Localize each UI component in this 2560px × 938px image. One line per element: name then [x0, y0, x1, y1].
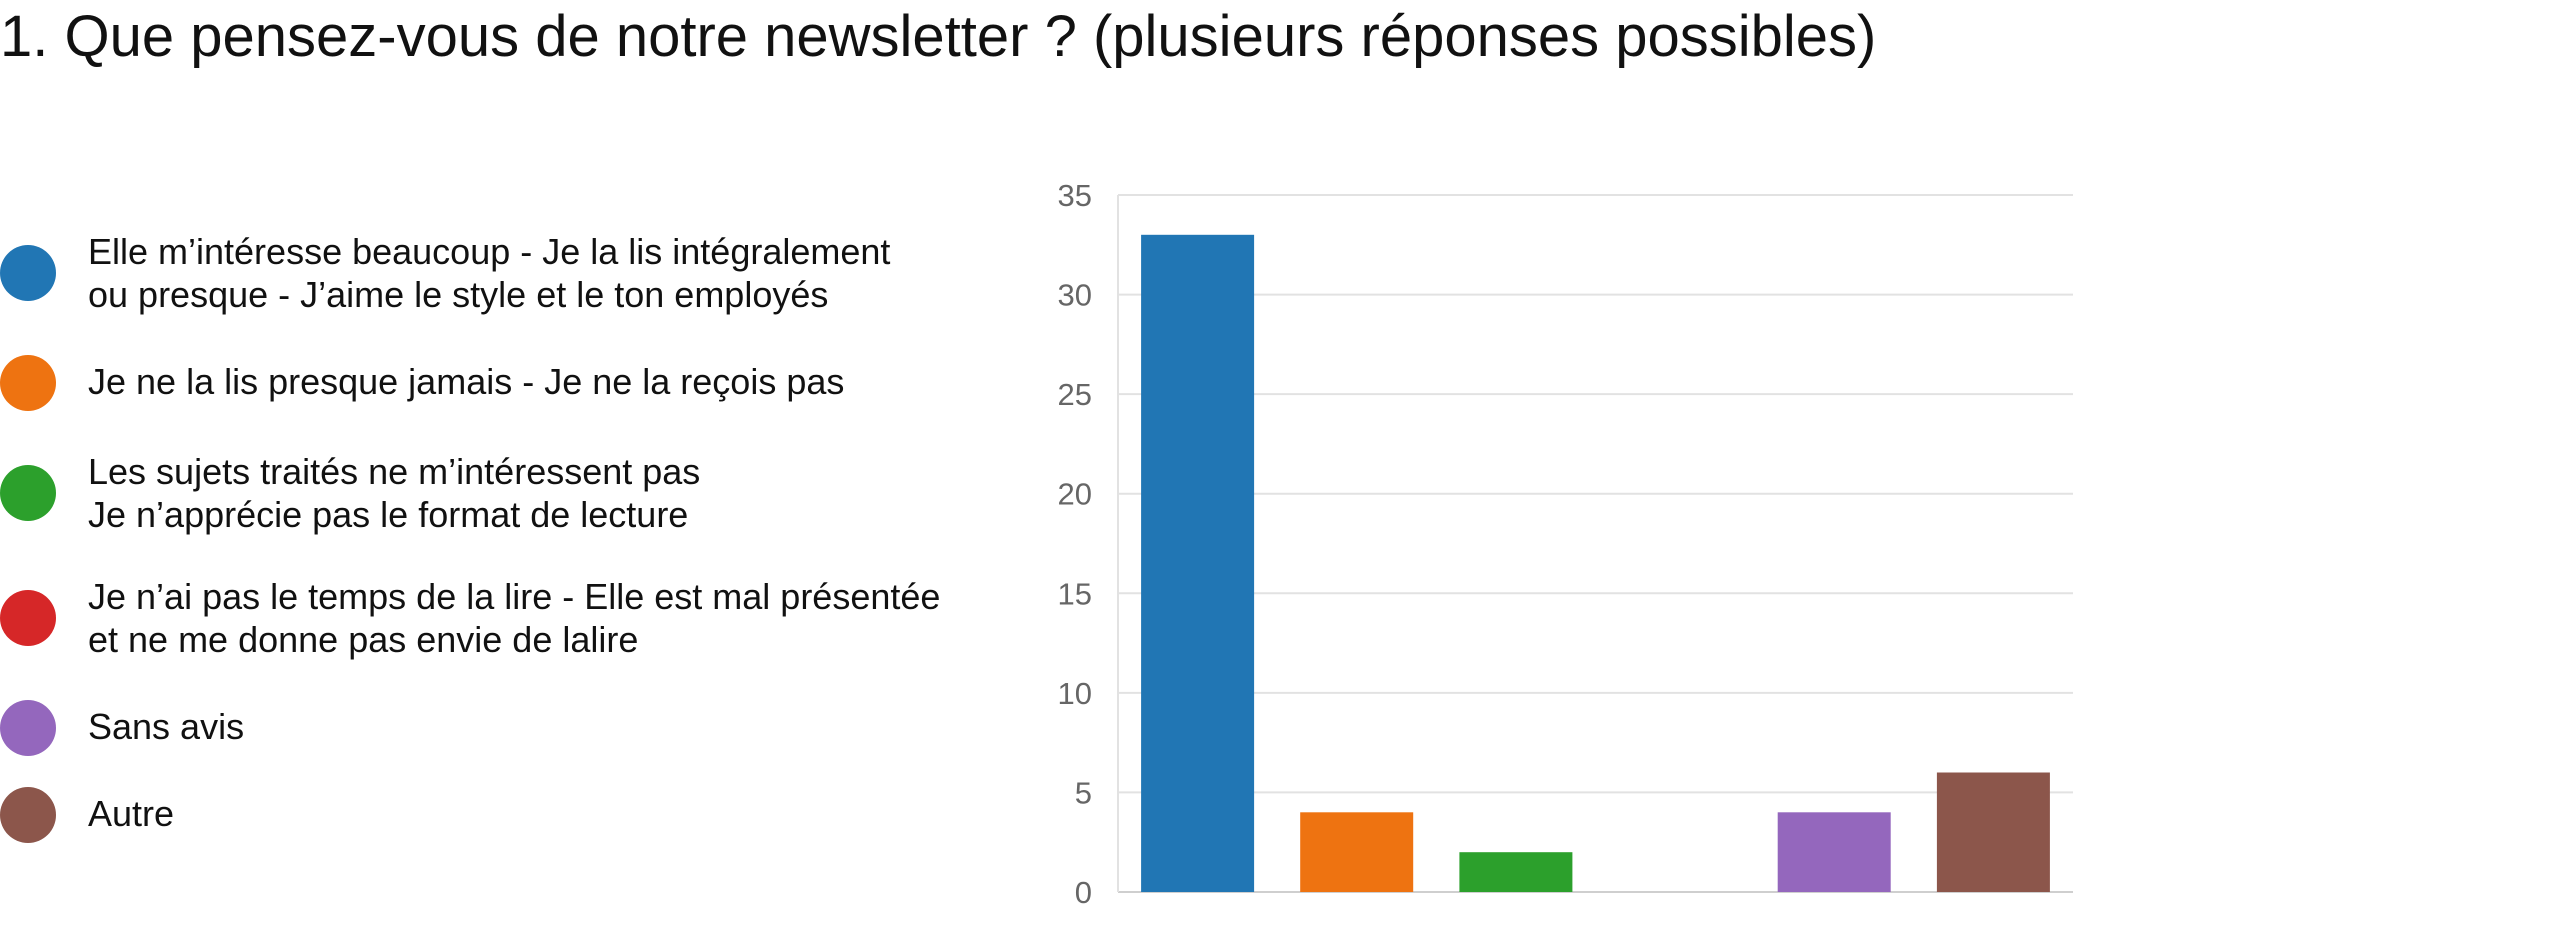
legend-item: Autre [0, 787, 1000, 877]
legend-label: Je n’ai pas le temps de la lire - Elle e… [88, 576, 941, 660]
legend-item: Je ne la lis presque jamais - Je ne la r… [0, 355, 1000, 445]
y-tick-label: 25 [1058, 377, 1092, 412]
legend-swatch [0, 700, 56, 756]
chart-title: 1. Que pensez-vous de notre newsletter ?… [0, 4, 1877, 69]
legend-label: Je ne la lis presque jamais - Je ne la r… [88, 361, 845, 402]
bar [1459, 852, 1573, 892]
y-tick-label: 0 [1075, 875, 1092, 910]
chart-legend: Elle m’intéresse beaucoup - Je la lis in… [0, 0, 1000, 938]
y-tick-label: 15 [1058, 576, 1092, 611]
bar [1300, 812, 1414, 892]
legend-swatch [0, 355, 56, 411]
legend-item: Je n’ai pas le temps de la lire - Elle e… [0, 576, 1000, 680]
legend-label: Autre [88, 793, 175, 834]
y-tick-label: 10 [1058, 676, 1092, 711]
legend-item: Sans avis [0, 700, 1000, 790]
bar [1936, 772, 2050, 892]
legend-swatch [0, 245, 56, 301]
legend-swatch [0, 465, 56, 521]
y-tick-label: 5 [1075, 775, 1092, 810]
y-tick-label: 35 [1058, 178, 1092, 213]
legend-swatch [0, 787, 56, 843]
legend-label: Sans avis [88, 706, 245, 747]
legend-item: Elle m’intéresse beaucoup - Je la lis in… [0, 231, 1000, 330]
legend-label: Elle m’intéresse beaucoup - Je la lis in… [88, 231, 891, 315]
y-tick-label: 20 [1058, 477, 1092, 512]
legend-swatch [0, 590, 56, 646]
bar [1777, 812, 1891, 892]
legend-item: Les sujets traités ne m’intéressent pas … [0, 451, 1000, 555]
y-tick-label: 30 [1058, 278, 1092, 313]
bar [1141, 234, 1255, 893]
legend-label: Les sujets traités ne m’intéressent pas … [88, 451, 701, 535]
